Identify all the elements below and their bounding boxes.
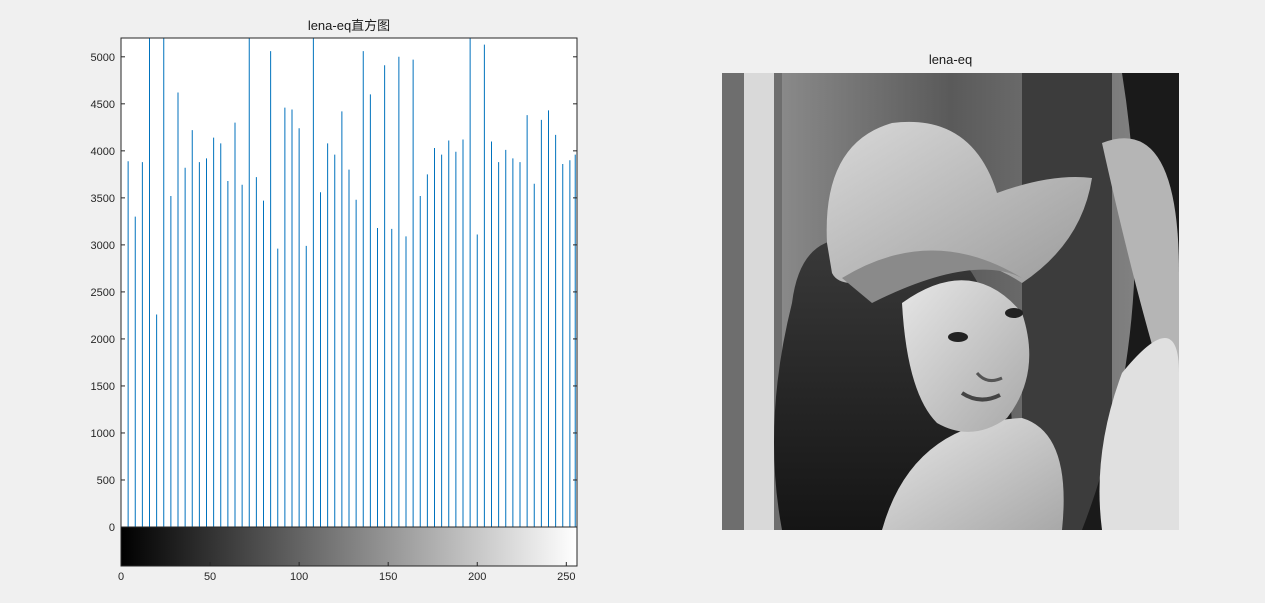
- x-tick-label: 200: [468, 571, 486, 583]
- y-tick-label: 4000: [91, 146, 115, 158]
- x-tick-label: 0: [118, 571, 124, 583]
- y-ticks: 0 500 1000 1500 2000 2500 3000 3500 4000 4500 5000: [91, 52, 577, 534]
- lena-eq-image: [722, 73, 1179, 530]
- y-tick-label: 1000: [91, 428, 115, 440]
- x-ticks: 0 50 100 150 200 250: [118, 562, 575, 583]
- x-tick-label: 150: [379, 571, 397, 583]
- histogram-bars: [120, 38, 576, 527]
- y-tick-label: 0: [109, 522, 115, 534]
- x-tick-label: 50: [204, 571, 216, 583]
- y-tick-label: 2500: [91, 287, 115, 299]
- histogram-title: lena-eq直方图: [308, 18, 390, 33]
- x-tick-label: 250: [557, 571, 575, 583]
- axes-border: [120, 37, 578, 567]
- x-tick-label: 100: [290, 571, 308, 583]
- axes-box: [120, 37, 578, 567]
- y-tick-label: 3000: [91, 240, 115, 252]
- portrait-image: [722, 73, 1179, 530]
- y-tick-label: 2000: [91, 334, 115, 346]
- y-tick-label: 3500: [91, 193, 115, 205]
- grayscale-colorbar: [121, 527, 577, 566]
- y-tick-label: 5000: [91, 52, 115, 64]
- image-title: lena-eq: [928, 52, 973, 67]
- y-tick-label: 500: [97, 475, 115, 487]
- y-tick-label: 4500: [91, 99, 115, 111]
- y-tick-label: 1500: [91, 381, 115, 393]
